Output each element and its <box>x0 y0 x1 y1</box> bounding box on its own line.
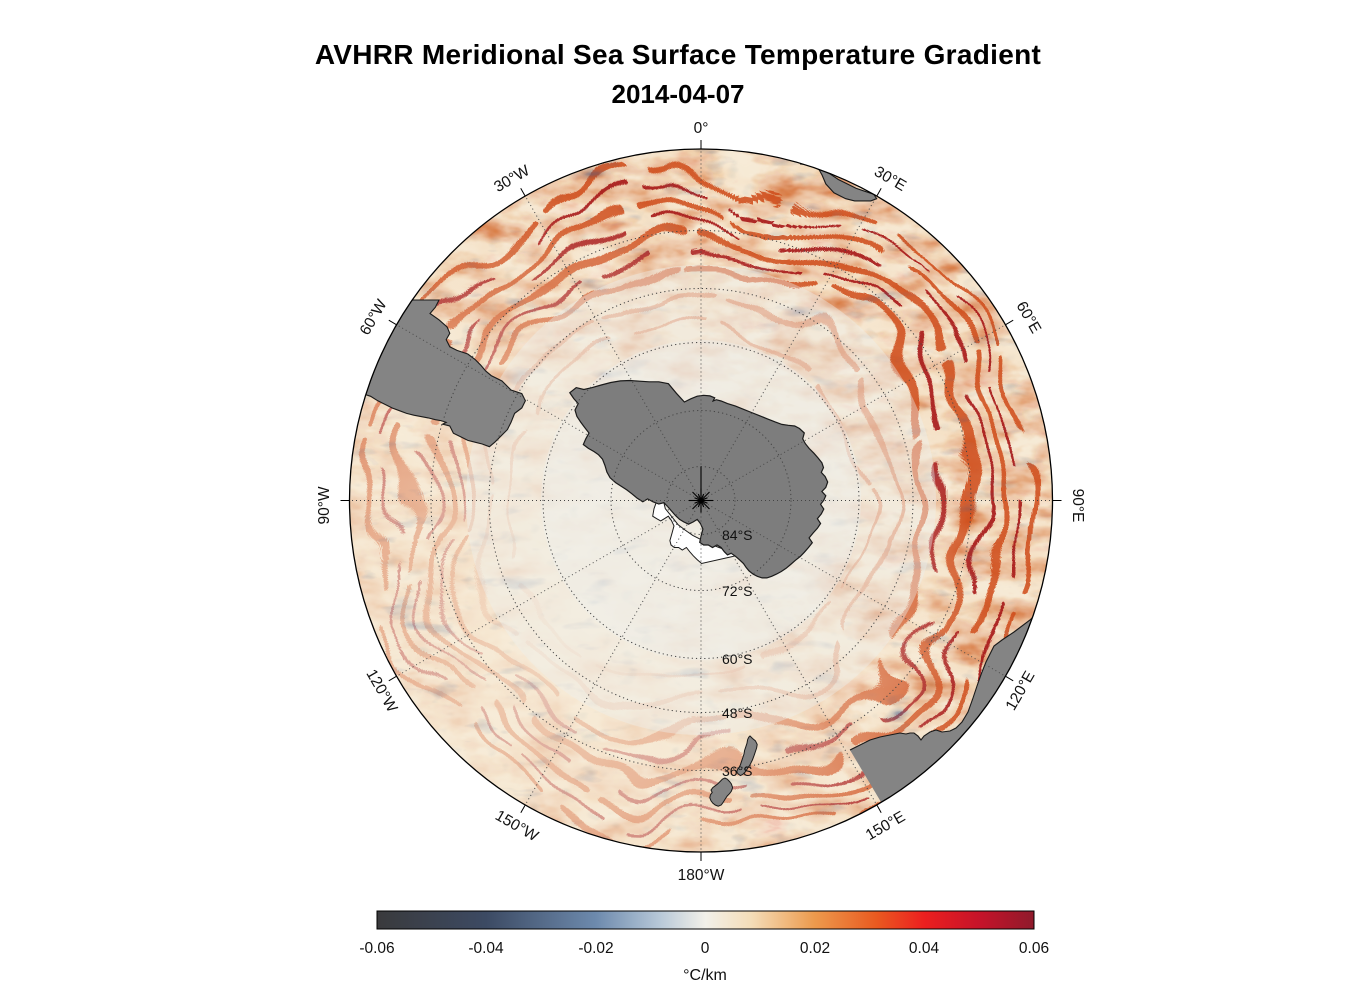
svg-text:0°: 0° <box>694 120 709 137</box>
svg-text:120°E: 120°E <box>1003 668 1039 713</box>
svg-text:90°W: 90°W <box>316 486 333 524</box>
svg-text:36°S: 36°S <box>722 763 753 779</box>
svg-text:0.02: 0.02 <box>800 940 830 957</box>
svg-text:0.06: 0.06 <box>1019 940 1049 957</box>
svg-text:60°E: 60°E <box>1013 299 1045 337</box>
svg-text:48°S: 48°S <box>722 705 753 721</box>
svg-text:0: 0 <box>701 940 710 957</box>
svg-text:-0.04: -0.04 <box>468 940 504 957</box>
svg-text:90°E: 90°E <box>1069 489 1086 523</box>
svg-text:84°S: 84°S <box>722 527 753 543</box>
svg-text:60°W: 60°W <box>357 296 391 338</box>
svg-text:60°S: 60°S <box>722 651 753 667</box>
svg-text:0.04: 0.04 <box>909 940 940 957</box>
svg-text:-0.02: -0.02 <box>578 940 613 957</box>
svg-text:150°W: 150°W <box>492 807 541 845</box>
svg-text:30°E: 30°E <box>871 163 909 195</box>
svg-text:30°W: 30°W <box>491 162 533 196</box>
svg-text:150°E: 150°E <box>863 808 908 844</box>
svg-text:-0.06: -0.06 <box>359 940 394 957</box>
svg-text:72°S: 72°S <box>722 583 753 599</box>
svg-text:180°W: 180°W <box>678 867 725 884</box>
svg-text:°C/km: °C/km <box>683 967 727 984</box>
